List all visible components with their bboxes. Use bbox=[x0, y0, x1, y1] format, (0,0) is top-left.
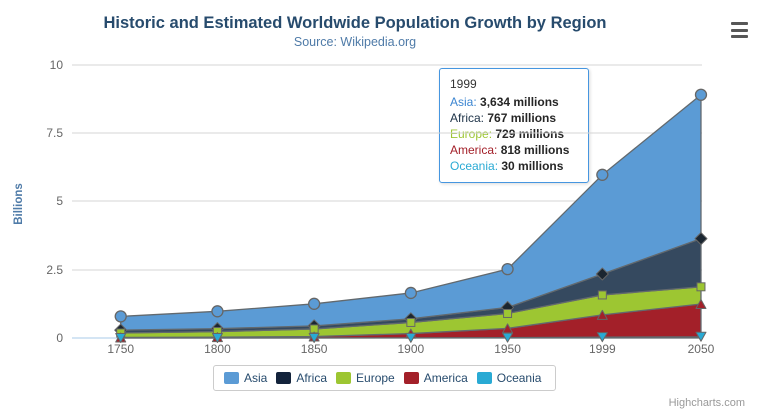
svg-text:0: 0 bbox=[56, 331, 63, 345]
svg-text:1800: 1800 bbox=[204, 342, 231, 356]
svg-text:7.5: 7.5 bbox=[46, 126, 63, 140]
svg-text:Billions: Billions bbox=[13, 183, 25, 225]
svg-text:1850: 1850 bbox=[301, 342, 328, 356]
svg-text:1750: 1750 bbox=[107, 342, 134, 356]
svg-text:1950: 1950 bbox=[494, 342, 521, 356]
svg-text:2050: 2050 bbox=[688, 342, 715, 356]
svg-text:10: 10 bbox=[50, 58, 64, 72]
svg-text:1999: 1999 bbox=[589, 342, 616, 356]
svg-text:1900: 1900 bbox=[397, 342, 424, 356]
svg-text:2.5: 2.5 bbox=[46, 263, 63, 277]
svg-text:5: 5 bbox=[56, 194, 63, 208]
